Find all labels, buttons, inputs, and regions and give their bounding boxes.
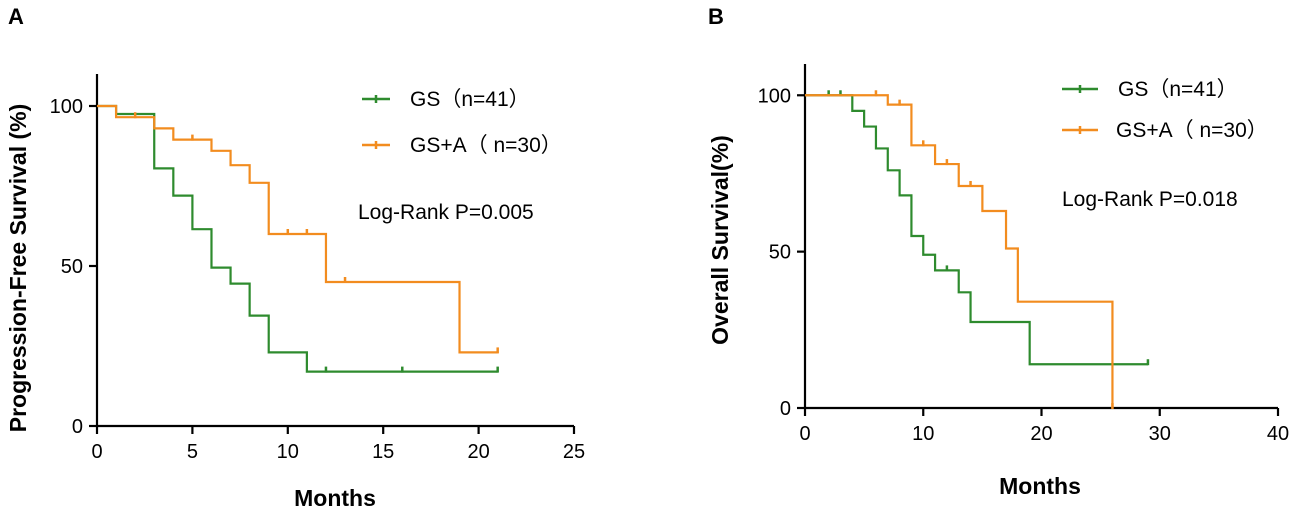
legend-b: GS（n=41） GS+A（ n=30） bbox=[1062, 78, 1268, 142]
panel-label-b: B bbox=[708, 4, 724, 29]
y-tick-label-b-50: 50 bbox=[769, 242, 791, 264]
panel-label-a: A bbox=[8, 4, 24, 29]
km-curve-gsa-a bbox=[97, 104, 498, 354]
km-curve-gsa-b bbox=[805, 94, 1114, 408]
y-tick-label-b-100: 100 bbox=[758, 85, 791, 107]
x-tick-label-a-5: 5 bbox=[187, 441, 198, 463]
y-tick-label-a-100: 100 bbox=[50, 96, 83, 118]
x-tick-label-b-0: 0 bbox=[799, 423, 810, 445]
x-tick-label-a-10: 10 bbox=[277, 441, 299, 463]
y-axis-title-b: Overall Survival(%) bbox=[707, 135, 733, 345]
y-tick-label-b-0: 0 bbox=[780, 398, 791, 420]
legend-label-gs-a: GS（n=41） bbox=[410, 88, 530, 111]
legend-label-gsa-a: GS+A（ n=30） bbox=[410, 134, 562, 157]
y-tick-label-a-0: 0 bbox=[72, 416, 83, 438]
y-axis-title-a: Progression-Free Survival (%) bbox=[5, 104, 31, 433]
x-tick-label-b-40: 40 bbox=[1267, 423, 1289, 445]
legend-a: GS（n=41） GS+A（ n=30） bbox=[362, 88, 562, 157]
x-axis-title-b: Months bbox=[999, 473, 1081, 499]
x-tick-label-b-30: 30 bbox=[1149, 423, 1171, 445]
panel-a: A Progression-Free Survival (%) Months L… bbox=[5, 4, 585, 511]
logrank-annotation-a: Log-Rank P=0.005 bbox=[358, 201, 534, 224]
km-curve-gs-b bbox=[805, 94, 1148, 366]
x-tick-label-b-20: 20 bbox=[1030, 423, 1052, 445]
legend-label-gs-b: GS（n=41） bbox=[1118, 78, 1238, 101]
panel-b: B Overall Survival(%) Months Log-Rank P=… bbox=[707, 4, 1289, 499]
x-tick-label-a-15: 15 bbox=[372, 441, 394, 463]
x-tick-label-a-25: 25 bbox=[563, 441, 585, 463]
logrank-annotation-b: Log-Rank P=0.018 bbox=[1062, 188, 1238, 211]
x-axis-title-a: Months bbox=[294, 485, 376, 511]
x-tick-label-b-10: 10 bbox=[912, 423, 934, 445]
x-tick-label-a-0: 0 bbox=[91, 441, 102, 463]
legend-label-gsa-b: GS+A（ n=30） bbox=[1116, 119, 1268, 142]
x-tick-label-a-20: 20 bbox=[467, 441, 489, 463]
y-tick-label-a-50: 50 bbox=[61, 256, 83, 278]
